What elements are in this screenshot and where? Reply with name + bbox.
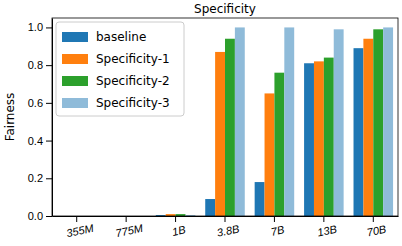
y-axis: 0.0 0.2 0.4 0.6 0.8 1.0 [28, 19, 53, 223]
bar [383, 27, 393, 216]
y-axis-line [52, 19, 53, 217]
x-axis: 355M 775M 1B 3.8B 7B 13B 70B [53, 216, 399, 239]
y-tick-label: 0.4 [28, 135, 43, 147]
x-tick-mark [274, 216, 275, 222]
x-tick-mark [175, 216, 176, 222]
legend-item: Specificity-1 [62, 52, 170, 66]
bar [205, 199, 215, 216]
bar [265, 93, 275, 216]
chart: 0.0 0.2 0.4 0.6 0.8 1.0 355M 775M 1B 3.8B 7B 13B 70B… [0, 0, 402, 246]
bar [274, 73, 284, 216]
legend-label: baseline [96, 30, 146, 44]
x-tick-mark [373, 216, 374, 222]
y-tick: 0.0 [28, 210, 52, 222]
x-tick-label: 3.8B [216, 222, 241, 238]
bar [235, 27, 245, 216]
bar [354, 48, 364, 216]
bar [314, 61, 324, 216]
y-tick-mark [46, 65, 52, 66]
legend-swatch [62, 76, 88, 86]
x-tick: 3.8B [216, 216, 241, 239]
y-tick-label: 0.2 [28, 172, 43, 184]
x-tick-label: 70B [366, 223, 388, 239]
x-tick-label: 355M [65, 222, 95, 240]
bar [284, 27, 294, 216]
x-tick: 355M [65, 216, 95, 239]
x-tick: 1B [171, 216, 187, 238]
x-tick-label: 1B [171, 223, 187, 238]
bars [156, 27, 393, 216]
y-tick: 0.6 [28, 97, 52, 109]
legend-swatch [62, 32, 88, 42]
y-tick-label: 0.6 [28, 97, 43, 109]
y-tick: 0.2 [28, 172, 52, 184]
x-tick: 775M [115, 216, 145, 239]
legend-item: baseline [62, 30, 146, 44]
x-tick-label: 13B [316, 223, 338, 239]
legend-swatch [62, 54, 88, 64]
x-tick: 13B [316, 216, 338, 238]
x-tick-mark [76, 216, 77, 222]
x-tick: 70B [366, 216, 388, 238]
y-tick-mark [46, 178, 52, 179]
x-tick-mark [323, 216, 324, 222]
y-tick-label: 0.0 [28, 210, 43, 222]
y-tick-mark [46, 27, 52, 28]
y-tick-label: 1.0 [28, 21, 43, 33]
title: Specificity [194, 2, 256, 16]
x-tick: 7B [270, 216, 286, 238]
x-tick-label: 7B [270, 223, 286, 238]
bar [255, 182, 265, 216]
y-tick-label: 0.8 [28, 59, 43, 71]
x-tick-mark [126, 216, 127, 222]
y-tick-mark [46, 216, 52, 217]
plot: 0.0 0.2 0.4 0.6 0.8 1.0 355M 775M 1B 3.8B 7B 13B 70B… [28, 18, 399, 239]
y-tick: 1.0 [28, 21, 52, 33]
y-tick: 0.4 [28, 135, 52, 147]
y-tick: 0.8 [28, 59, 52, 71]
legend-box [56, 22, 184, 116]
legend-swatch [62, 98, 88, 108]
bar [363, 39, 373, 216]
legend-item: Specificity-3 [62, 96, 170, 110]
bar [334, 29, 344, 216]
bar [215, 52, 225, 216]
x-tick-mark [225, 216, 226, 222]
bar [324, 58, 334, 216]
y-tick-mark [46, 103, 52, 104]
legend-label: Specificity-1 [96, 52, 170, 66]
bar [304, 63, 314, 216]
y-label: Fairness [3, 93, 17, 142]
legend-label: Specificity-2 [96, 74, 170, 88]
bar [225, 39, 235, 216]
legend: baseline Specificity-1 Specificity-2 Specif… [56, 22, 184, 116]
legend-item: Specificity-2 [62, 74, 170, 88]
legend-label: Specificity-3 [96, 96, 170, 110]
y-tick-mark [46, 141, 52, 142]
frame [52, 18, 398, 216]
bar [373, 29, 383, 216]
x-tick-label: 775M [115, 222, 145, 240]
